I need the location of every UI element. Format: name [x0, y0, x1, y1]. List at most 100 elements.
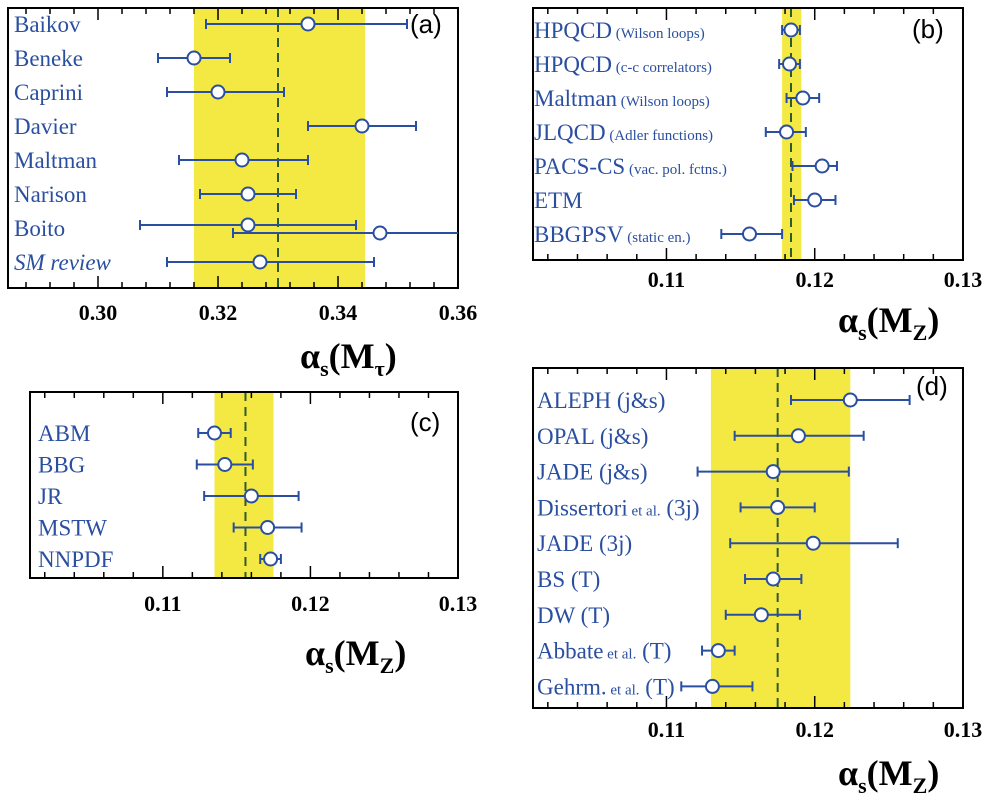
entry-label: Davier — [14, 114, 77, 139]
data-point — [753, 607, 769, 623]
data-point — [805, 535, 821, 551]
entry-name: BBGPSV — [534, 222, 624, 247]
axis-title-part: M — [346, 633, 380, 673]
entry-note: (Adler functions) — [606, 128, 713, 144]
axis-title-part: ) — [927, 753, 939, 793]
entry-label: NNPDF — [38, 547, 113, 572]
entry-name: Narison — [14, 182, 87, 207]
x-tick-label: 0.32 — [199, 300, 238, 325]
entry-name: Dissertori — [537, 495, 628, 520]
data-point — [300, 16, 316, 32]
x-tick-label: 0.11 — [648, 267, 685, 292]
axis-title-part: ) — [385, 336, 397, 376]
data-point — [372, 225, 388, 241]
entry-name: JADE (j&s) — [537, 460, 648, 485]
entry-label: JLQCD (Adler functions) — [534, 120, 713, 145]
entry-name: HPQCD — [534, 52, 612, 77]
entry-name: NNPDF — [38, 547, 113, 572]
data-point — [704, 678, 720, 694]
axis-title-part: s — [325, 653, 334, 678]
entry-label: PACS-CS (vac. pol. fctns.) — [534, 154, 727, 179]
entry-label: Dissertori et al. (3j) — [537, 495, 700, 520]
x-tick-label: 0.36 — [439, 300, 478, 325]
entry-label: HPQCD (c-c correlators) — [534, 52, 712, 77]
x-tick-label: 0.34 — [319, 300, 358, 325]
entry-name: ALEPH (j&s) — [537, 388, 665, 413]
axis-title-part: M — [879, 753, 913, 793]
data-point — [186, 50, 202, 66]
axis-title-part: M — [879, 300, 913, 340]
entry-name: Abbate — [537, 639, 603, 664]
entry-label: OPAL (j&s) — [537, 424, 648, 449]
axis-title-part: τ — [375, 356, 385, 381]
entry-label: SM review — [14, 250, 112, 275]
x-tick-label: 0.11 — [648, 717, 685, 742]
entry-label: Beneke — [14, 46, 83, 71]
entry-name: OPAL (j&s) — [537, 424, 648, 449]
uncertainty-band — [710, 369, 851, 707]
x-axis-title: αs(MZ) — [838, 300, 939, 345]
axis-title-part: s — [858, 320, 867, 345]
data-point — [782, 56, 798, 72]
entry-label: ALEPH (j&s) — [537, 388, 665, 413]
entry-name: SM review — [14, 250, 112, 275]
entry-tail: (T) — [636, 639, 671, 664]
entry-note: et al. — [607, 682, 640, 698]
entry-note: (vac. pol. fctns.) — [625, 162, 727, 178]
x-axis-title: αs(Mτ) — [300, 336, 397, 381]
panel-c: 0.11 0.12 0.13 (c) αs(MZ) ABM BBG JR MSTW NNPDF — [29, 391, 477, 678]
panel-tag: (a) — [410, 9, 442, 39]
axis-title-part: ) — [394, 633, 406, 673]
plot-frame — [532, 367, 964, 709]
axis-title-part: α — [838, 300, 858, 340]
entry-name: Boito — [14, 216, 65, 241]
axis-title-part: ( — [329, 336, 341, 376]
entry-name: JADE (3j) — [537, 531, 632, 556]
x-axis-title: αs(MZ) — [838, 753, 939, 798]
entry-name: BS (T) — [537, 567, 600, 592]
axis-title-part: s — [320, 356, 329, 381]
axis-title-part: ( — [867, 300, 879, 340]
entry-name: Beneke — [14, 46, 83, 71]
entry-label: DW (T) — [537, 603, 610, 628]
x-axis-title: αs(MZ) — [305, 633, 406, 678]
entry-tail: (T) — [640, 674, 675, 699]
axis-title-part: Z — [913, 773, 928, 798]
data-point — [765, 464, 781, 480]
data-point — [765, 571, 781, 587]
data-point — [779, 124, 795, 140]
x-tick-label: 0.13 — [944, 717, 983, 742]
entry-note: et al. — [628, 503, 661, 519]
data-point — [263, 551, 279, 567]
entry-name: BBG — [38, 453, 85, 478]
entry-label: ETM — [534, 188, 583, 213]
entry-label: JR — [38, 484, 63, 509]
axis-title-part: M — [341, 336, 375, 376]
data-point — [354, 118, 370, 134]
entry-name: Davier — [14, 114, 77, 139]
x-tick-label: 0.12 — [795, 717, 834, 742]
entry-label: ABM — [38, 421, 90, 446]
entry-label: Baikov — [14, 12, 81, 37]
data-point — [741, 226, 757, 242]
entry-name: DW (T) — [537, 603, 610, 628]
x-tick-label: 0.11 — [144, 591, 181, 616]
entry-name: ETM — [534, 188, 583, 213]
panel-a: 0.30 0.32 0.34 0.36 (a) αs(Mτ) Baikov Beneke Cap… — [7, 7, 478, 381]
entry-label: Gehrm. et al. (T) — [537, 674, 675, 699]
axis-title-part: α — [305, 633, 325, 673]
x-tick-label: 0.30 — [79, 300, 118, 325]
entry-label: Abbate et al. (T) — [537, 639, 671, 664]
entry-note: (static en.) — [623, 230, 690, 246]
axis-title-part: α — [838, 753, 858, 793]
entry-name: Caprini — [14, 80, 83, 105]
panel-tag: (c) — [410, 407, 440, 437]
data-point — [795, 90, 811, 106]
entry-label: Maltman — [14, 148, 98, 173]
data-point — [783, 22, 799, 38]
panel-d: 0.11 0.12 0.13 (d) αs(MZ) ALEPH (j&s) OPAL (j&… — [532, 367, 983, 798]
entry-label: BS (T) — [537, 567, 600, 592]
entry-name: JR — [38, 484, 63, 509]
entry-label: Caprini — [14, 80, 83, 105]
